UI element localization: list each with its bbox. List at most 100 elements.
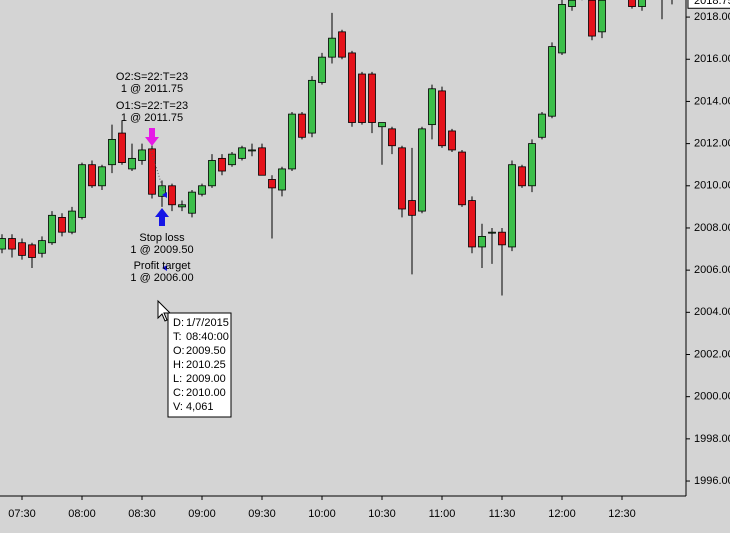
mouse-cursor [157,299,172,322]
y-tick-label: 2000.00 [694,391,730,403]
candle-body [108,138,116,166]
candle-body [468,200,476,248]
tooltip-key: T: [173,331,182,343]
tooltip-key: C: [173,387,184,399]
candle-body [28,244,36,258]
x-tick-label: 10:00 [308,508,336,520]
y-tick-label: 2018.00 [694,11,730,23]
tooltip-value: 08:40:00 [186,331,229,343]
tooltip-key: O: [173,345,185,357]
plot-area [0,0,673,296]
y-tick-label: 2010.00 [694,180,730,192]
candle-body [348,52,356,123]
tooltip-key: V: [173,401,183,413]
candle-body [548,46,556,117]
stop-arrow [155,208,169,226]
tooltip: D: 1/7/2015 T: 08:40:00O: 2009.50H: 2010.25 L:… [173,317,229,413]
y-tick-label: 2004.00 [694,306,730,318]
candle-body [328,37,336,58]
annotation: O2:S=22:T=23 [116,71,188,83]
candle-body [428,88,436,126]
candle-body [528,143,536,187]
x-tick-label: 11:30 [489,508,516,520]
candle-body [258,147,266,176]
candle-body [68,210,76,233]
candle-body [458,151,466,206]
annotation: 1 @ 2006.00 [130,272,193,284]
candle-body [308,79,316,134]
candle-body [638,0,646,7]
candle-body [168,185,176,206]
trade-line [150,149,166,197]
candle-body [88,164,96,187]
exit-marker [162,192,167,198]
candle-body [388,128,396,147]
candle-body [238,147,246,159]
candle-body [228,153,236,166]
x-tick-label: 08:00 [68,508,96,520]
tooltip-value: 1/7/2015 [186,317,229,329]
candle-body [378,122,386,128]
candle-body [598,0,606,33]
candle-body [338,31,346,58]
candle-body [48,214,56,244]
x-tick-label: 12:30 [608,508,636,520]
candle-body [558,4,566,54]
annotation: 1 @ 2009.50 [130,244,193,256]
candle-body [288,113,296,170]
x-tick-label: 07:30 [8,508,36,520]
candle-body [438,90,446,147]
tooltip-value: 2009.50 [186,345,226,357]
candle-body [568,0,576,7]
candle-body [508,164,516,248]
candle-body [128,157,136,170]
candle-body [418,128,426,212]
x-tick-label: 09:30 [248,508,276,520]
candle-body [18,242,26,256]
candle-body [208,160,216,187]
candle-body [158,185,166,197]
candle-body [138,149,146,161]
candle-body [298,113,306,138]
axes: 1996.00 1998.00 2000.00 2002.00 2004.00 2006.… [8,0,730,520]
candle-body [498,231,506,246]
tooltip-box [167,312,232,418]
candle-body [628,0,636,7]
candle-body [38,240,46,254]
candle-body [118,132,126,163]
entry-arrow [145,128,159,146]
trade-markers [145,128,169,271]
candle-body [8,238,16,250]
tooltip-value: 2009.00 [186,373,226,385]
x-tick-label: 12:00 [548,508,576,520]
y-tick-label: 2016.00 [694,53,730,65]
annotation: 1 @ 2011.75 [121,112,183,124]
annotation: 1 @ 2011.75 [121,83,183,95]
candle-body [518,166,526,187]
candle-body [538,113,546,138]
y-tick-label: 2002.00 [694,348,730,360]
tooltip-key: L: [173,373,182,385]
y-tick-label: 2014.00 [694,95,730,107]
last-price-box [687,0,730,9]
y-tick-label: 1998.00 [694,433,730,445]
candle-body [178,204,186,208]
tooltip-key: H: [173,359,184,371]
candle-body [98,166,106,187]
candle-body [148,148,156,195]
tooltip-value: 2010.25 [186,359,226,371]
candle-body [478,236,486,248]
x-tick-label: 10:30 [368,508,396,520]
annotation: O1:S=22:T=23 [116,100,188,112]
target-marker [162,265,167,271]
tooltip-key: D: [173,317,184,329]
y-tick-label: 2012.00 [694,138,730,150]
tooltip-value: 4,061 [186,401,214,413]
candle-body [448,130,456,151]
candle-body [198,185,206,195]
annotation: Stop loss [139,232,185,244]
candle-body [408,200,416,216]
candle-body [588,0,596,37]
candle-body [278,168,286,191]
